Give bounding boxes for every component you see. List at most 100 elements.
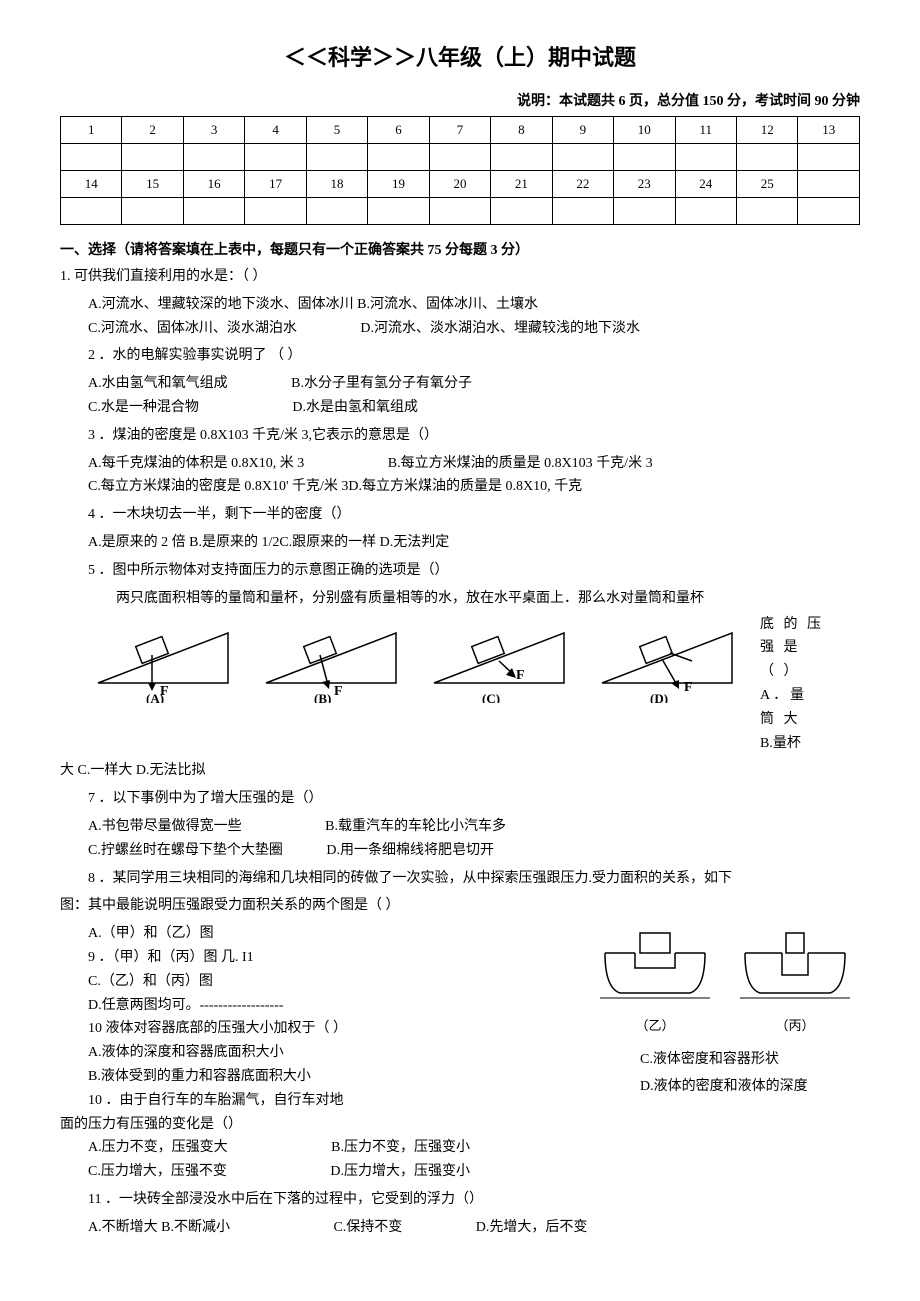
cell-blank — [61, 198, 122, 225]
q5-stem: 5 ．图中所示物体对支持面压力的示意图正确的选项是（） — [88, 559, 860, 583]
cell: 11 — [675, 117, 736, 144]
svg-text:(C): (C) — [482, 691, 500, 703]
q2-stem: 2 ．水的电解实验事实说明了 （ ） — [88, 344, 860, 368]
wedge-a: F (A) — [88, 613, 238, 703]
svg-text:F: F — [334, 684, 343, 699]
cell: 24 — [675, 171, 736, 198]
cell-blank — [368, 198, 429, 225]
cell-blank — [429, 144, 490, 171]
answer-grid: 1 2 3 4 5 6 7 8 9 10 11 12 13 14 15 16 1… — [60, 116, 860, 225]
cell-blank — [491, 144, 552, 171]
svg-text:(B): (B) — [314, 691, 331, 703]
q8-opt-c: C.（乙）和（丙）图 — [88, 970, 600, 994]
q2-opt-a: A.水由氢气和氧气组成 — [88, 372, 228, 396]
q1-opt-c: C.河流水、固体冰川、淡水湖泊水 — [88, 317, 297, 341]
cell-blank — [245, 144, 306, 171]
q6-side-text: 底 的 压 强 是 （ ） A．量 筒 大 B.量杯 — [760, 613, 830, 756]
q2-opt-c: C.水是一种混合物 — [88, 396, 199, 420]
q10-opt-b: B.液体受到的重力和容器底面积大小 — [88, 1065, 640, 1089]
wedge-d: F (D) — [592, 613, 742, 703]
cell-blank — [552, 144, 613, 171]
q10-opt-a: A.液体的深度和容器底面积大小 — [88, 1041, 640, 1065]
cell-blank — [614, 144, 675, 171]
cell: 10 — [614, 117, 675, 144]
q10b-opt-c: C.压力增大，压强不变 — [88, 1160, 227, 1184]
cell — [798, 171, 860, 198]
q11-stem: 11 ．一块砖全部浸没水中后在下落的过程中，它受到的浮力（） — [88, 1188, 860, 1212]
q8-opt-d: D.任意两图均可。------------------ — [88, 994, 600, 1018]
cell-blank — [122, 144, 183, 171]
cell: 18 — [306, 171, 367, 198]
q7-opt-c: C.拧螺丝时在螺母下垫个大垫圈 — [88, 839, 283, 863]
cell-blank — [245, 198, 306, 225]
svg-text:(D): (D) — [650, 691, 668, 703]
q8-stem1: 8 ．某同学用三块相同的海绵和几块相同的砖做了一次实验，从中探索压强跟压力.受力… — [88, 867, 860, 891]
cell: 6 — [368, 117, 429, 144]
wedge-c: F (C) — [424, 613, 574, 703]
cell: 17 — [245, 171, 306, 198]
cell-blank — [183, 198, 244, 225]
cell-blank — [675, 198, 736, 225]
cell-blank — [491, 198, 552, 225]
q4-stem: 4 ．一木块切去一半，剩下一半的密度（） — [88, 503, 860, 527]
q11-opt-c: C.保持不变 — [333, 1216, 402, 1240]
q2-opt-d: D.水是由氢和氧组成 — [292, 396, 418, 420]
q4-opts: A.是原来的 2 倍 B.是原来的 1/2C.跟原来的一样 D.无法判定 — [88, 531, 860, 555]
foam-bing-label: （丙） — [740, 1015, 850, 1034]
svg-text:(A): (A) — [146, 691, 164, 703]
q10b-stem2: 面的压力有压强的变化是（） — [60, 1113, 640, 1137]
cell-blank — [306, 144, 367, 171]
cell: 23 — [614, 171, 675, 198]
cell: 2 — [122, 117, 183, 144]
q10-stem: 10 液体对容器底部的压强大小加权于（ ） — [88, 1017, 600, 1041]
cell: 14 — [61, 171, 122, 198]
q5-figures: F (A) F (B) F (C) F (D) 底 的 压 强 是 （ ） A．… — [88, 613, 860, 756]
cell: 7 — [429, 117, 490, 144]
q1-opt-d: D.河流水、淡水湖泊水、埋藏较浅的地下淡水 — [360, 317, 640, 341]
q7-opt-a: A.书包带尽量做得宽一些 — [88, 815, 242, 839]
cell-blank — [798, 144, 860, 171]
q8-opt-a: A.（甲）和（乙）图 — [88, 922, 600, 946]
q3-opt-cd: C.每立方米煤油的密度是 0.8X10' 千克/米 3D.每立方米煤油的质量是 … — [88, 475, 582, 499]
cell: 22 — [552, 171, 613, 198]
q10b-stem: 10 ．由于自行车的车胎漏气，自行车对地 — [88, 1089, 640, 1113]
q8-stem2: 图：其中最能说明压强跟受力面积关系的两个图是（ ） — [60, 894, 860, 918]
q11-opt-ab: A.不断增大 B.不断减小 — [88, 1216, 230, 1240]
wedge-b: F (B) — [256, 613, 406, 703]
cell-blank — [306, 198, 367, 225]
cell: 25 — [736, 171, 797, 198]
svg-text:F: F — [516, 668, 525, 683]
q7-opt-b: B.载重汽车的车轮比小汽车多 — [325, 815, 506, 839]
q10b-opt-a: A.压力不变，压强变大 — [88, 1136, 228, 1160]
cell-blank — [183, 144, 244, 171]
q3-opt-a: A.每千克煤油的体积是 0.8X10, 米 3 — [88, 452, 304, 476]
cell: 5 — [306, 117, 367, 144]
cell-blank — [552, 198, 613, 225]
cell: 21 — [491, 171, 552, 198]
cell-blank — [122, 198, 183, 225]
page-title: ＜＜科学＞＞八年级（上）期中试题 — [60, 40, 860, 72]
foam-bing — [740, 928, 850, 1008]
cell: 8 — [491, 117, 552, 144]
q7-opt-d: D.用一条细棉线将肥皂切开 — [326, 839, 494, 863]
foam-yi — [600, 928, 710, 1008]
cell-blank — [614, 198, 675, 225]
q10-opt-d: D.液体的密度和液体的深度 — [640, 1074, 860, 1101]
cell: 12 — [736, 117, 797, 144]
q10b-opt-d: D.压力增大，压强变小 — [330, 1160, 470, 1184]
q11-opt-d: D.先增大，后不变 — [476, 1216, 588, 1240]
exam-info: 说明：本试题共 6 页，总分值 150 分，考试时间 90 分钟 — [60, 90, 860, 110]
q10b-opt-b: B.压力不变，压强变小 — [331, 1136, 470, 1160]
q2-opt-b: B.水分子里有氢分子有氧分子 — [291, 372, 472, 396]
q1-opt-ab: A.河流水、埋藏较深的地下淡水、固体冰川 B.河流水、固体冰川、土壤水 — [88, 293, 860, 317]
cell: 20 — [429, 171, 490, 198]
cell-blank — [675, 144, 736, 171]
q3-opt-b: B.每立方米煤油的质量是 0.8X103 千克/米 3 — [388, 452, 653, 476]
q8-line9: 9 ．（甲）和（丙）图 几. I1 — [88, 946, 600, 970]
q3-stem: 3 ．煤油的密度是 0.8X103 千克/米 3,它表示的意思是（） — [88, 424, 860, 448]
q6-tail: 大 C.一样大 D.无法比拟 — [60, 759, 860, 783]
section-heading: 一、选择（请将答案填在上表中，每题只有一个正确答案共 75 分每题 3 分） — [60, 239, 860, 259]
q10-opt-c: C.液体密度和容器形状 — [640, 1047, 860, 1074]
cell: 1 — [61, 117, 122, 144]
cell: 9 — [552, 117, 613, 144]
